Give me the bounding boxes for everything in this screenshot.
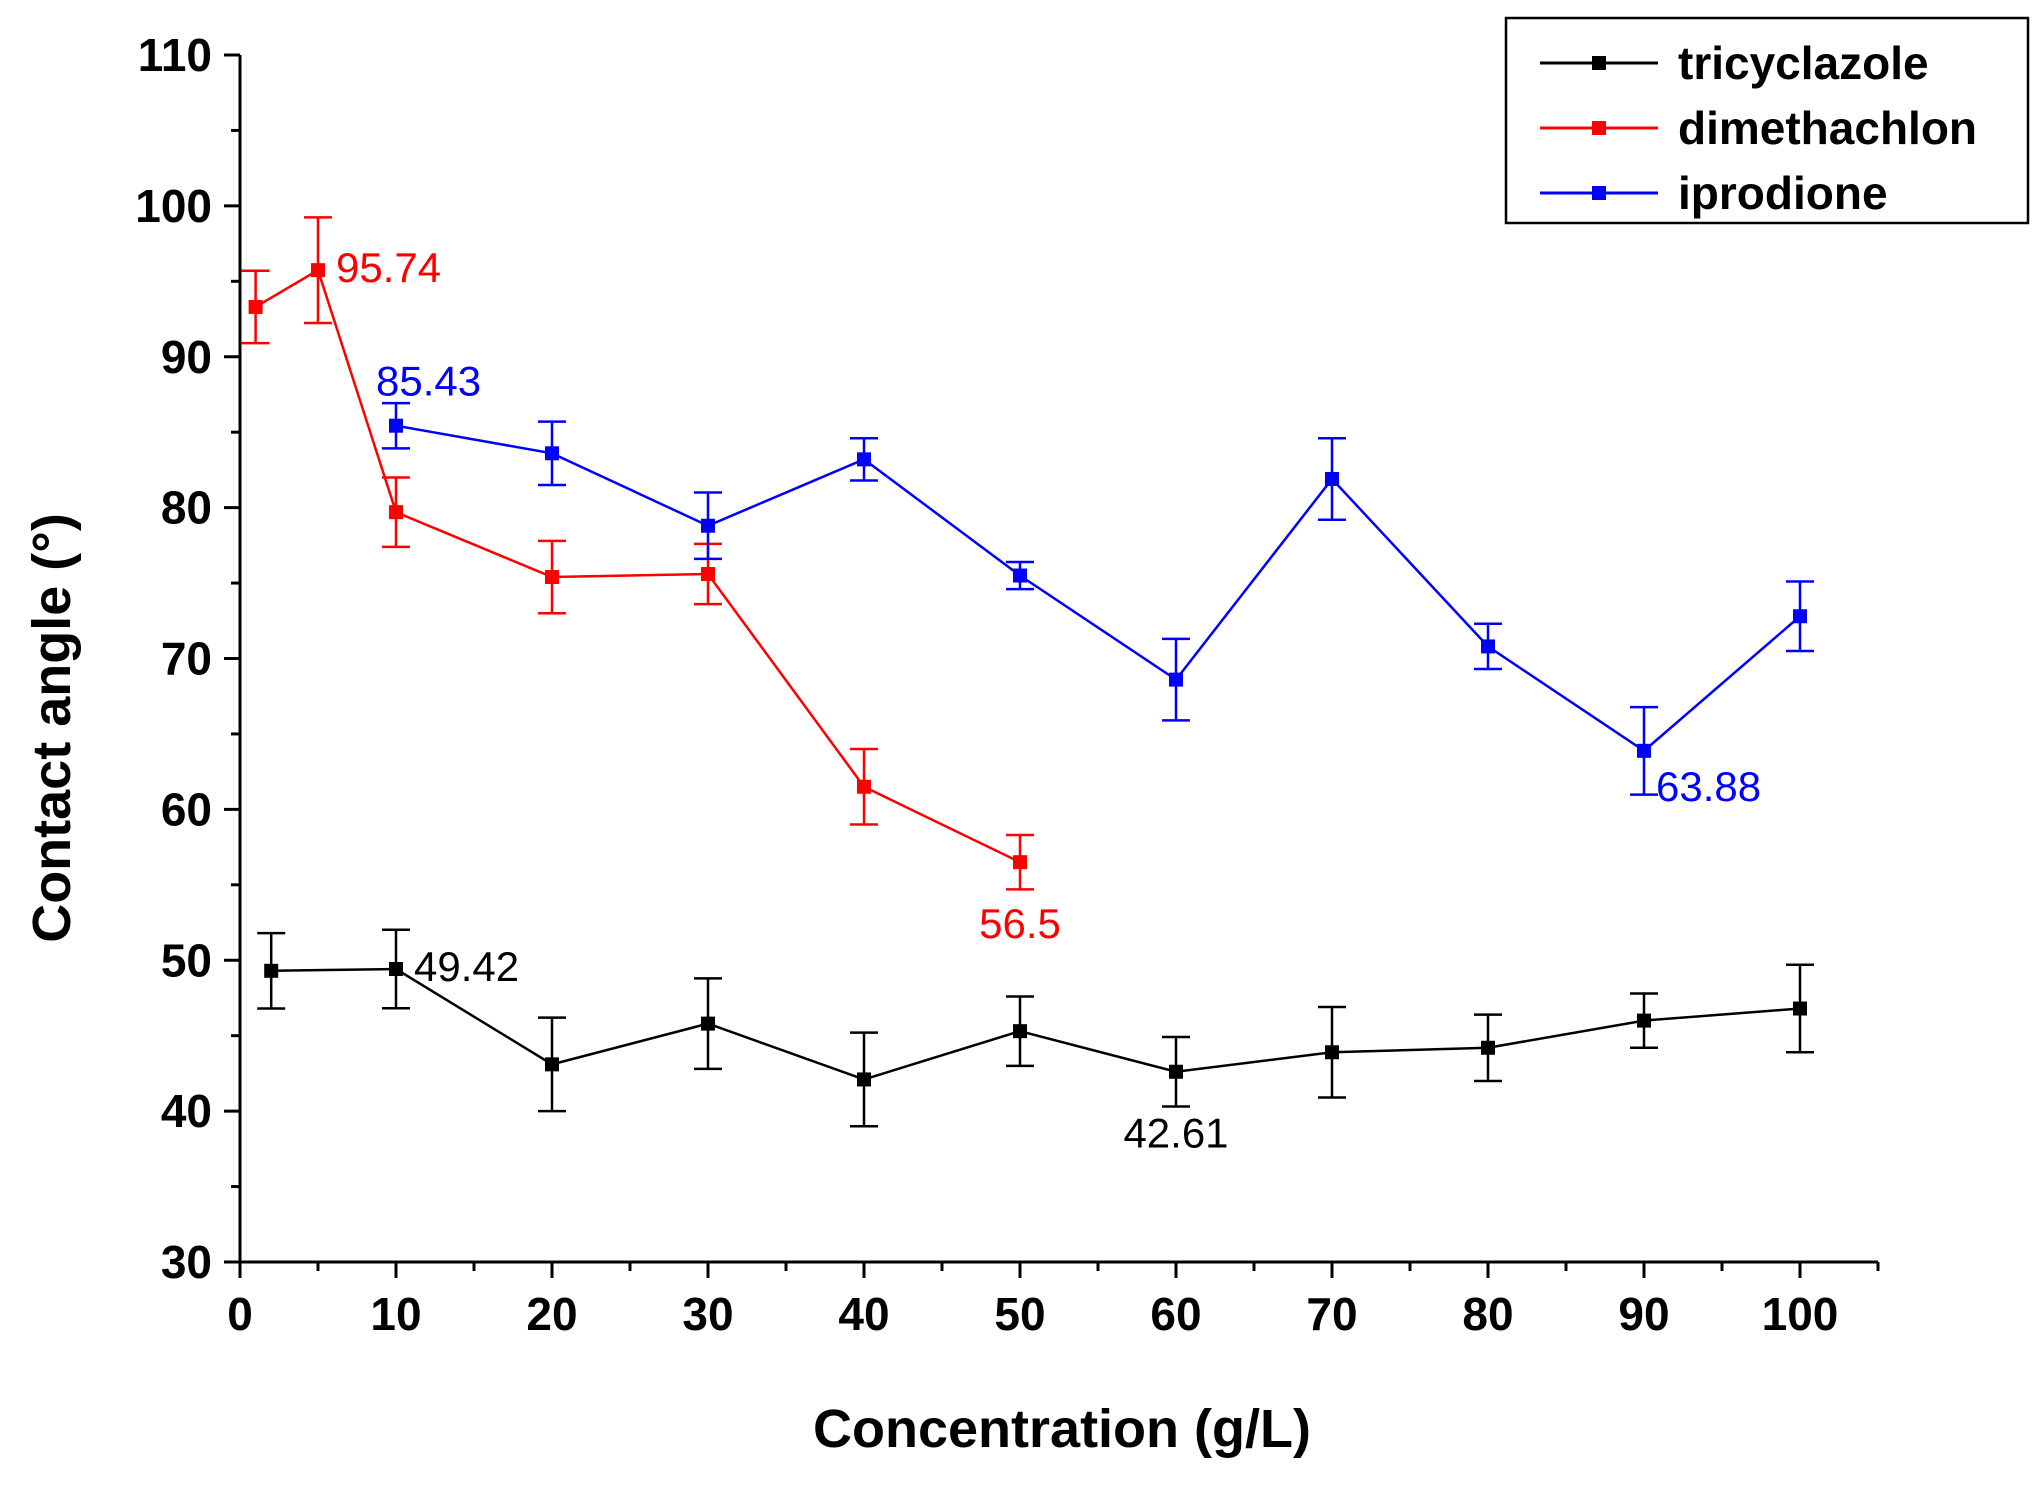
legend-marker-tricyclazole xyxy=(1592,56,1606,70)
y-tick-label-90: 90 xyxy=(161,331,212,383)
iprodione-point xyxy=(1637,743,1651,758)
y-tick-label-40: 40 xyxy=(161,1085,212,1137)
x-tick-label-70: 70 xyxy=(1306,1288,1357,1340)
iprodione-point xyxy=(545,446,559,461)
x-axis-title: Concentration (g/L) xyxy=(813,1399,1311,1459)
legend-label-tricyclazole: tricyclazole xyxy=(1678,37,1929,89)
iprodione-point xyxy=(1169,672,1183,687)
y-tick-label-70: 70 xyxy=(161,633,212,685)
dimethachlon-point xyxy=(857,779,871,794)
iprodione-point xyxy=(701,518,715,533)
axes: 0 10 20 30 40 50 60 70 80 90 100 30 40 50 60 70 80 90 100 1… xyxy=(135,29,1880,1340)
tricyclazole-point xyxy=(857,1072,871,1087)
iprodione-point xyxy=(1793,609,1807,624)
tricyclazole-point xyxy=(1637,1013,1651,1028)
tricyclazole-point xyxy=(701,1016,715,1031)
tricyclazole-point xyxy=(389,962,403,977)
iprodione-point xyxy=(1013,568,1027,583)
data-label-tricyclazole: 42.61 xyxy=(1123,1110,1228,1157)
dimethachlon-point xyxy=(248,299,263,314)
iprodione-point xyxy=(1481,639,1495,654)
legend-entry-dimethachlon: dimethachlon xyxy=(1540,102,1977,154)
y-tick-label-30: 30 xyxy=(161,1236,212,1288)
tricyclazole-point xyxy=(1793,1001,1807,1016)
tricyclazole-point xyxy=(1325,1045,1339,1060)
x-tick-label-100: 100 xyxy=(1762,1288,1839,1340)
iprodione-line xyxy=(395,424,1801,753)
dimethachlon-point xyxy=(389,505,403,520)
dimethachlon-series xyxy=(241,216,1034,891)
y-tick-label-60: 60 xyxy=(161,783,212,835)
legend-entry-iprodione: iprodione xyxy=(1540,167,1888,219)
x-tick-label-10: 10 xyxy=(370,1288,421,1340)
legend-label-dimethachlon: dimethachlon xyxy=(1678,102,1977,154)
x-tick-label-30: 30 xyxy=(682,1288,733,1340)
dimethachlon-point xyxy=(1013,855,1027,870)
legend-entry-tricyclazole: tricyclazole xyxy=(1540,37,1929,89)
y-tick-label-110: 110 xyxy=(138,29,212,81)
y-tick-label-80: 80 xyxy=(161,482,212,534)
y-axis-title: Contact angle (°) xyxy=(22,513,82,943)
iprodione-point xyxy=(857,452,871,467)
legend-marker-iprodione xyxy=(1592,186,1606,200)
tricyclazole-point xyxy=(264,963,279,978)
data-label-tricyclazole: 49.42 xyxy=(414,943,519,990)
x-tick-label-40: 40 xyxy=(838,1288,889,1340)
tricyclazole-point xyxy=(545,1057,559,1072)
iprodione-point xyxy=(1325,471,1339,486)
data-label-dimethachlon: 56.5 xyxy=(979,900,1061,947)
dimethachlon-point xyxy=(311,263,325,278)
tricyclazole-point xyxy=(1169,1064,1183,1079)
y-tick-label-100: 100 xyxy=(135,180,212,232)
tricyclazole-point xyxy=(1481,1040,1495,1055)
x-tick-label-80: 80 xyxy=(1462,1288,1513,1340)
data-label-iprodione: 63.88 xyxy=(1656,763,1761,810)
x-tick-label-60: 60 xyxy=(1150,1288,1201,1340)
legend-marker-dimethachlon xyxy=(1592,121,1606,135)
x-tick-label-50: 50 xyxy=(994,1288,1045,1340)
tricyclazole-point xyxy=(1013,1024,1027,1039)
legend-label-iprodione: iprodione xyxy=(1678,167,1888,219)
data-label-iprodione: 85.43 xyxy=(376,358,481,405)
tricyclazole-series xyxy=(257,928,1814,1128)
dimethachlon-line xyxy=(254,268,1021,864)
iprodione-point xyxy=(389,418,403,433)
dimethachlon-point xyxy=(701,567,715,582)
iprodione-series xyxy=(382,401,1814,796)
y-tick-label-50: 50 xyxy=(161,934,212,986)
x-tick-label-90: 90 xyxy=(1618,1288,1669,1340)
x-tick-label-20: 20 xyxy=(526,1288,577,1340)
x-tick-label-0: 0 xyxy=(227,1288,253,1340)
data-label-dimethachlon: 95.74 xyxy=(336,244,441,291)
dimethachlon-point xyxy=(545,570,559,585)
legend: tricyclazole dimethachlon iprodione xyxy=(1504,16,2030,225)
plot-series xyxy=(241,216,1814,1128)
data-annotations: 95.74 85.43 56.5 63.88 49.42 42.61 xyxy=(336,244,1761,1157)
